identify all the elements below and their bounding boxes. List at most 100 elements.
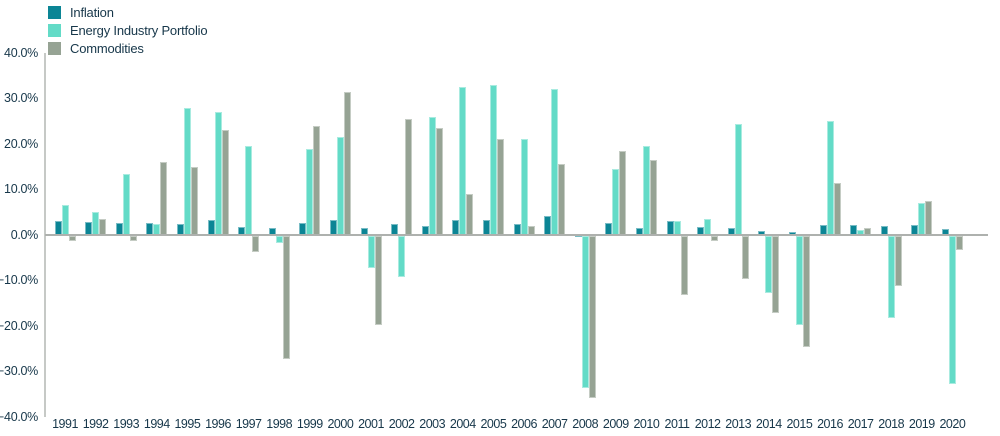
x-axis-year-label: 1996 (205, 417, 231, 431)
bar-energy-industry-portfolio-1995 (183, 107, 191, 235)
x-axis-year-label: 2016 (817, 417, 843, 431)
bar-commodities-2019 (925, 200, 933, 235)
bar-commodities-2013 (741, 236, 749, 280)
bar-inflation-2004 (452, 219, 460, 235)
bar-energy-industry-portfolio-2012 (704, 219, 712, 235)
bar-energy-industry-portfolio-2007 (551, 89, 559, 235)
x-axis-year-label: 2003 (419, 417, 446, 431)
bar-energy-industry-portfolio-1999 (306, 148, 314, 235)
bar-commodities-2001 (374, 236, 382, 325)
bar-commodities-1993 (129, 236, 137, 241)
x-axis-year-label: 2015 (786, 417, 813, 431)
bar-commodities-2007 (558, 164, 566, 235)
x-axis-year-label: 1995 (174, 417, 201, 431)
bar-commodities-2020 (955, 236, 963, 250)
bar-commodities-2005 (496, 139, 504, 235)
x-axis-year-label: 1991 (52, 417, 78, 431)
bar-energy-industry-portfolio-2014 (765, 236, 773, 293)
x-axis-year-label: 2008 (572, 417, 599, 431)
x-axis-year-label: 2014 (755, 417, 782, 431)
bar-energy-industry-portfolio-2002 (398, 236, 406, 277)
bar-energy-industry-portfolio-2009 (612, 169, 620, 235)
y-axis-tick-label: −30.0% (0, 364, 38, 378)
y-axis-tick-label: −40.0% (0, 409, 38, 424)
bar-energy-industry-portfolio-2018 (887, 236, 895, 318)
x-axis-year-label: 2018 (878, 417, 905, 431)
x-axis-year-label: 2012 (694, 417, 721, 431)
bar-commodities-1994 (160, 162, 168, 235)
bar-energy-industry-portfolio-2016 (826, 121, 834, 235)
x-axis-year-label: 2006 (511, 417, 537, 431)
x-axis-year-label: 2010 (633, 417, 660, 431)
bar-commodities-1991 (68, 236, 76, 241)
y-axis-tick-label: 20.0% (4, 136, 38, 151)
bar-commodities-2004 (466, 194, 474, 235)
y-axis-tick-label: 30.0% (4, 91, 38, 105)
x-axis-year-label: 2017 (847, 417, 874, 431)
bar-commodities-2003 (435, 128, 443, 235)
x-axis-year-label: 1998 (266, 417, 293, 431)
bar-energy-industry-portfolio-2005 (489, 84, 497, 235)
bar-commodities-2018 (894, 236, 902, 287)
bar-commodities-2012 (711, 236, 719, 241)
y-axis-tick-label: 0.0% (10, 227, 39, 242)
legend-item-commodities: Commodities (48, 41, 207, 56)
bar-energy-industry-portfolio-2000 (336, 137, 344, 235)
bar-energy-industry-portfolio-2008 (581, 236, 589, 389)
bar-inflation-1991 (54, 220, 62, 235)
legend-item-inflation: Inflation (48, 5, 207, 20)
x-axis-year-label: 1993 (113, 417, 140, 431)
bar-commodities-1995 (190, 166, 198, 235)
bar-inflation-2005 (482, 219, 490, 235)
bar-inflation-1992 (85, 221, 93, 235)
legend: Inflation Energy Industry Portfolio Commod… (48, 5, 208, 56)
bar-energy-industry-portfolio-2004 (459, 87, 467, 235)
x-axis-year-label: 1997 (235, 417, 262, 431)
bar-commodities-1996 (221, 130, 229, 235)
bar-commodities-2002 (405, 118, 413, 235)
y-axis-tick-label: 10.0% (4, 182, 38, 196)
bar-energy-industry-portfolio-2013 (734, 123, 742, 235)
bar-energy-industry-portfolio-1991 (61, 205, 69, 235)
legend-label: Energy Industry Portfolio (70, 23, 208, 38)
bar-commodities-2009 (619, 150, 627, 235)
y-axis-tick-label: −10.0% (0, 273, 38, 287)
bar-inflation-2011 (666, 221, 674, 235)
legend-item-energy-industry-portfolio: Energy Industry Portfolio (48, 23, 208, 38)
x-axis-year-label: 2000 (327, 417, 354, 431)
bar-energy-industry-portfolio-2011 (673, 221, 681, 235)
bar-energy-industry-portfolio-1996 (214, 112, 222, 235)
legend-label: Commodities (70, 41, 144, 56)
bar-inflation-1996 (207, 219, 215, 235)
bar-energy-industry-portfolio-1997 (245, 146, 253, 235)
bar-commodities-2011 (680, 236, 688, 296)
bar-energy-industry-portfolio-1993 (122, 173, 130, 235)
x-axis-year-label: 1994 (143, 417, 170, 431)
x-axis-year-label: 2013 (725, 417, 752, 431)
plot-area (44, 53, 995, 417)
bar-energy-industry-portfolio-2001 (367, 236, 375, 268)
x-axis-year-label: 1999 (296, 417, 323, 431)
bar-energy-industry-portfolio-2020 (948, 236, 956, 384)
bar-commodities-2010 (649, 159, 657, 235)
x-axis-year-label: 2009 (602, 417, 629, 431)
bar-commodities-2016 (833, 182, 841, 235)
bar-commodities-2015 (802, 236, 810, 348)
bar-inflation-2007 (544, 216, 552, 235)
bar-commodities-1992 (99, 219, 107, 235)
bar-commodities-1998 (282, 236, 290, 359)
bar-commodities-2014 (772, 236, 780, 314)
x-axis-year-label: 2011 (664, 417, 690, 431)
x-axis-year-label: 2002 (388, 417, 415, 431)
legend-swatch-icon (48, 6, 61, 19)
x-axis-year-label: 2019 (908, 417, 935, 431)
legend-swatch-icon (48, 42, 61, 55)
bar-commodities-2008 (588, 236, 596, 398)
y-axis-tick-label: −20.0% (0, 318, 38, 333)
legend-swatch-icon (48, 24, 61, 37)
bar-commodities-1997 (252, 236, 260, 252)
bar-energy-industry-portfolio-2010 (642, 146, 650, 235)
x-axis-year-label: 2001 (358, 417, 384, 431)
x-axis-year-label: 1992 (82, 417, 109, 431)
bar-commodities-2000 (343, 91, 351, 235)
